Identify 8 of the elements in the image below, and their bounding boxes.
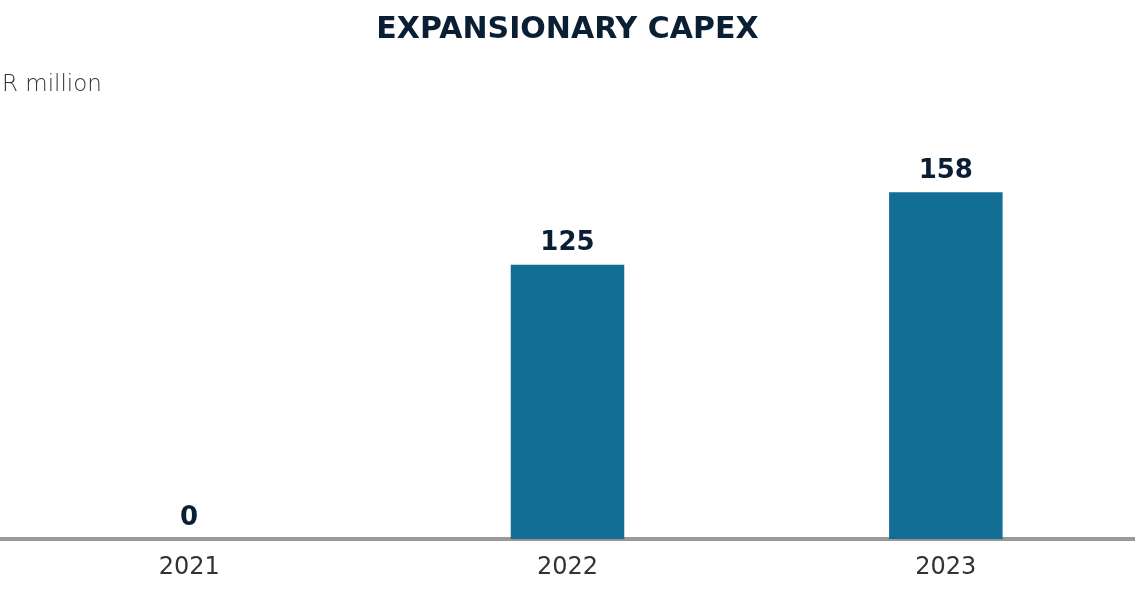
x-tick-label: 2023 [915,551,977,580]
data-label: 125 [540,226,595,257]
x-tick-label: 2021 [158,551,220,580]
chart-title: EXPANSIONARY CAPEX [375,10,760,45]
x-tick-label: 2022 [536,551,599,580]
y-axis-title: R million [2,70,102,96]
data-label: 158 [918,153,973,184]
data-label: 0 [180,500,199,531]
